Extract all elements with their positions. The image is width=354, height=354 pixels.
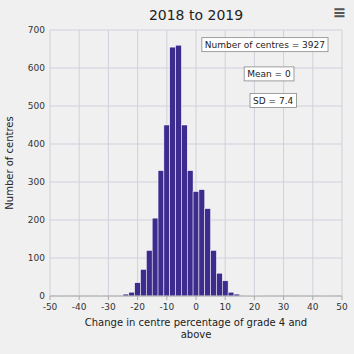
bar [222, 281, 228, 296]
chart: -50-40-30-20-100102030405001002003004005… [0, 0, 354, 354]
grid-line [312, 30, 313, 296]
tick-label: -50 [43, 302, 58, 312]
tick-label: 30 [278, 302, 290, 312]
tick-mark [50, 296, 51, 300]
background [0, 0, 354, 354]
tick-label: 700 [28, 25, 45, 35]
bar [193, 192, 199, 297]
bar [176, 45, 182, 296]
y-axis-label: Number of centres [4, 116, 15, 209]
annotation-box [250, 94, 296, 108]
tick-mark [342, 296, 343, 300]
tick-label: 300 [28, 177, 45, 187]
title: 2018 to 2019 [149, 7, 243, 23]
bar [135, 283, 141, 296]
bars [59, 45, 328, 296]
tick-mark [79, 296, 80, 300]
tick-label: -40 [72, 302, 87, 312]
grid-line [137, 30, 138, 296]
annotation: Number of centres = 3927 [205, 40, 325, 50]
annotations: Number of centres = 3927 Mean = 0 SD = 7.4 [202, 38, 328, 108]
tick-label: 20 [249, 302, 261, 312]
tick-label: -20 [130, 302, 145, 312]
bar [211, 250, 217, 296]
tick-label: 200 [28, 215, 45, 225]
tick-mark [254, 296, 255, 300]
bar [216, 273, 222, 296]
annotation: SD = 7.4 [253, 96, 293, 106]
bar [187, 171, 193, 296]
bar [164, 125, 170, 296]
bar [199, 190, 205, 296]
tick-mark [312, 296, 313, 300]
grid-line [225, 30, 226, 296]
x-axis-label: Change in centre percentage of grade 4 a… [85, 317, 307, 340]
tick-label: -30 [101, 302, 116, 312]
tick-mark [108, 296, 109, 300]
grid-line [108, 30, 109, 296]
grid-line [79, 30, 80, 296]
bar [141, 269, 147, 296]
annotation-box [244, 67, 294, 81]
bar [146, 250, 152, 296]
x-axis: -50 -40 -30 -20 -10 0 10 20 30 40 50 [43, 296, 348, 312]
tick-label: -10 [159, 302, 174, 312]
tick-mark [196, 296, 197, 300]
tick-mark [225, 296, 226, 300]
bar [129, 292, 135, 296]
bar [205, 209, 211, 296]
tick-mark [137, 296, 138, 300]
grid-line [50, 30, 51, 296]
tick-label: 50 [336, 302, 348, 312]
annotation: Mean = 0 [247, 69, 291, 79]
bar [158, 171, 164, 296]
tick-label: 500 [28, 101, 45, 111]
tick-mark [283, 296, 284, 300]
tick-label: 10 [219, 302, 231, 312]
y-axis: 0 100 200 300 400 500 600 700 [28, 25, 45, 301]
tick-label: 0 [39, 291, 45, 301]
tick-label: 100 [28, 253, 45, 263]
tick-mark [166, 296, 167, 300]
bar [181, 125, 187, 296]
bar [170, 47, 176, 296]
grid-line [342, 30, 343, 296]
tick-label: 0 [193, 302, 199, 312]
bar [152, 218, 158, 296]
tick-label: 40 [307, 302, 319, 312]
menu-icon: ≡ [333, 3, 346, 22]
grid [50, 30, 342, 296]
bar [228, 292, 234, 296]
tick-label: 600 [28, 63, 45, 73]
annotation-box [202, 38, 328, 52]
tick-label: 400 [28, 139, 45, 149]
